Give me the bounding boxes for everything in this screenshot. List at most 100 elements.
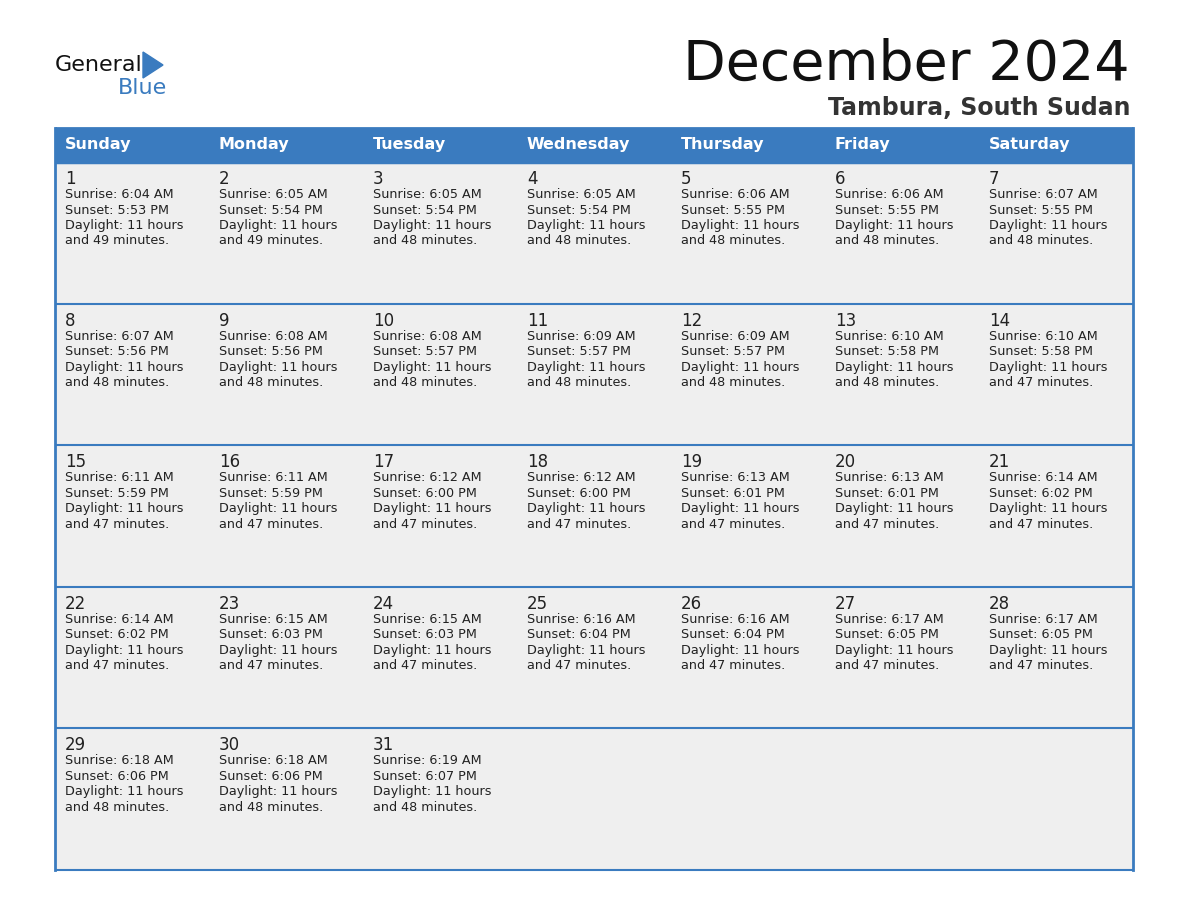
Text: Sunrise: 6:08 AM: Sunrise: 6:08 AM: [219, 330, 328, 342]
Text: Sunset: 6:05 PM: Sunset: 6:05 PM: [988, 628, 1093, 642]
Text: Sunset: 6:07 PM: Sunset: 6:07 PM: [373, 770, 476, 783]
Text: and 48 minutes.: and 48 minutes.: [835, 376, 940, 389]
Text: Sunset: 6:00 PM: Sunset: 6:00 PM: [527, 487, 631, 499]
Text: 30: 30: [219, 736, 240, 755]
Text: Daylight: 11 hours: Daylight: 11 hours: [527, 644, 645, 656]
Text: 14: 14: [988, 311, 1010, 330]
Bar: [671, 128, 824, 162]
Text: Sunrise: 6:13 AM: Sunrise: 6:13 AM: [835, 471, 943, 484]
Text: Daylight: 11 hours: Daylight: 11 hours: [219, 644, 337, 656]
Text: Sunset: 5:56 PM: Sunset: 5:56 PM: [219, 345, 323, 358]
Text: Sunset: 5:54 PM: Sunset: 5:54 PM: [373, 204, 476, 217]
Text: and 48 minutes.: and 48 minutes.: [219, 800, 323, 814]
Text: 16: 16: [219, 453, 240, 471]
Text: Daylight: 11 hours: Daylight: 11 hours: [219, 361, 337, 374]
Text: Sunrise: 6:17 AM: Sunrise: 6:17 AM: [988, 613, 1098, 626]
Text: 21: 21: [988, 453, 1010, 471]
Text: Sunrise: 6:12 AM: Sunrise: 6:12 AM: [373, 471, 481, 484]
Text: Sunset: 6:04 PM: Sunset: 6:04 PM: [681, 628, 785, 642]
Text: Sunset: 5:56 PM: Sunset: 5:56 PM: [65, 345, 169, 358]
Text: 19: 19: [681, 453, 702, 471]
Text: and 47 minutes.: and 47 minutes.: [219, 659, 323, 672]
Text: Daylight: 11 hours: Daylight: 11 hours: [373, 644, 492, 656]
Text: and 49 minutes.: and 49 minutes.: [219, 234, 323, 248]
Text: Daylight: 11 hours: Daylight: 11 hours: [219, 502, 337, 515]
Text: Wednesday: Wednesday: [527, 138, 631, 152]
Text: Thursday: Thursday: [681, 138, 765, 152]
Text: and 48 minutes.: and 48 minutes.: [681, 234, 785, 248]
Text: Sunset: 6:06 PM: Sunset: 6:06 PM: [219, 770, 323, 783]
Text: and 47 minutes.: and 47 minutes.: [373, 518, 478, 531]
Text: Sunset: 5:59 PM: Sunset: 5:59 PM: [65, 487, 169, 499]
Text: Sunrise: 6:09 AM: Sunrise: 6:09 AM: [681, 330, 790, 342]
Bar: [55, 128, 209, 162]
Text: Sunrise: 6:05 AM: Sunrise: 6:05 AM: [527, 188, 636, 201]
Text: Daylight: 11 hours: Daylight: 11 hours: [373, 219, 492, 232]
Text: Sunrise: 6:10 AM: Sunrise: 6:10 AM: [835, 330, 943, 342]
Text: and 47 minutes.: and 47 minutes.: [681, 518, 785, 531]
Text: 5: 5: [681, 170, 691, 188]
Bar: [517, 128, 671, 162]
Text: and 48 minutes.: and 48 minutes.: [65, 376, 169, 389]
Text: Sunrise: 6:09 AM: Sunrise: 6:09 AM: [527, 330, 636, 342]
Bar: [824, 128, 979, 162]
Text: Sunrise: 6:11 AM: Sunrise: 6:11 AM: [219, 471, 328, 484]
Text: and 48 minutes.: and 48 minutes.: [65, 800, 169, 814]
Text: 8: 8: [65, 311, 76, 330]
Text: Sunday: Sunday: [65, 138, 132, 152]
Text: Sunset: 5:58 PM: Sunset: 5:58 PM: [835, 345, 939, 358]
Text: Sunrise: 6:14 AM: Sunrise: 6:14 AM: [65, 613, 173, 626]
Text: and 47 minutes.: and 47 minutes.: [373, 659, 478, 672]
Text: and 48 minutes.: and 48 minutes.: [527, 234, 631, 248]
Text: Sunrise: 6:15 AM: Sunrise: 6:15 AM: [373, 613, 482, 626]
Text: Sunset: 5:57 PM: Sunset: 5:57 PM: [373, 345, 478, 358]
Text: 9: 9: [219, 311, 229, 330]
Text: Daylight: 11 hours: Daylight: 11 hours: [681, 644, 800, 656]
Text: Daylight: 11 hours: Daylight: 11 hours: [988, 219, 1107, 232]
Text: Sunrise: 6:18 AM: Sunrise: 6:18 AM: [65, 755, 173, 767]
Text: Sunrise: 6:05 AM: Sunrise: 6:05 AM: [219, 188, 328, 201]
Bar: [979, 128, 1133, 162]
Text: 28: 28: [988, 595, 1010, 613]
Text: 7: 7: [988, 170, 999, 188]
Text: Sunset: 6:00 PM: Sunset: 6:00 PM: [373, 487, 476, 499]
Text: General: General: [55, 55, 143, 75]
Text: 6: 6: [835, 170, 846, 188]
Text: Sunrise: 6:04 AM: Sunrise: 6:04 AM: [65, 188, 173, 201]
Text: Daylight: 11 hours: Daylight: 11 hours: [373, 786, 492, 799]
Text: 29: 29: [65, 736, 86, 755]
Text: Sunset: 5:55 PM: Sunset: 5:55 PM: [835, 204, 939, 217]
Text: Sunrise: 6:07 AM: Sunrise: 6:07 AM: [988, 188, 1098, 201]
Text: Sunrise: 6:16 AM: Sunrise: 6:16 AM: [527, 613, 636, 626]
Text: Sunrise: 6:15 AM: Sunrise: 6:15 AM: [219, 613, 328, 626]
Text: Sunset: 6:02 PM: Sunset: 6:02 PM: [988, 487, 1093, 499]
Text: and 48 minutes.: and 48 minutes.: [373, 376, 478, 389]
Text: Sunrise: 6:05 AM: Sunrise: 6:05 AM: [373, 188, 482, 201]
Text: and 47 minutes.: and 47 minutes.: [681, 659, 785, 672]
Text: Daylight: 11 hours: Daylight: 11 hours: [527, 502, 645, 515]
Text: Sunset: 6:04 PM: Sunset: 6:04 PM: [527, 628, 631, 642]
Text: Tambura, South Sudan: Tambura, South Sudan: [828, 96, 1130, 120]
Text: Sunset: 6:06 PM: Sunset: 6:06 PM: [65, 770, 169, 783]
Text: 23: 23: [219, 595, 240, 613]
Text: Blue: Blue: [118, 78, 168, 98]
Text: Daylight: 11 hours: Daylight: 11 hours: [219, 786, 337, 799]
Text: Sunset: 5:59 PM: Sunset: 5:59 PM: [219, 487, 323, 499]
Text: Daylight: 11 hours: Daylight: 11 hours: [988, 361, 1107, 374]
Text: Daylight: 11 hours: Daylight: 11 hours: [373, 502, 492, 515]
Text: December 2024: December 2024: [683, 38, 1130, 92]
Text: Daylight: 11 hours: Daylight: 11 hours: [835, 219, 954, 232]
Text: and 48 minutes.: and 48 minutes.: [988, 234, 1093, 248]
Text: Daylight: 11 hours: Daylight: 11 hours: [65, 786, 183, 799]
Text: Daylight: 11 hours: Daylight: 11 hours: [681, 219, 800, 232]
Text: 18: 18: [527, 453, 548, 471]
Text: Sunrise: 6:06 AM: Sunrise: 6:06 AM: [681, 188, 790, 201]
Text: 31: 31: [373, 736, 394, 755]
Text: Sunset: 5:54 PM: Sunset: 5:54 PM: [527, 204, 631, 217]
Text: Sunrise: 6:14 AM: Sunrise: 6:14 AM: [988, 471, 1098, 484]
Text: 22: 22: [65, 595, 87, 613]
Text: Daylight: 11 hours: Daylight: 11 hours: [835, 361, 954, 374]
Text: 15: 15: [65, 453, 86, 471]
Text: 4: 4: [527, 170, 537, 188]
Text: and 47 minutes.: and 47 minutes.: [219, 518, 323, 531]
